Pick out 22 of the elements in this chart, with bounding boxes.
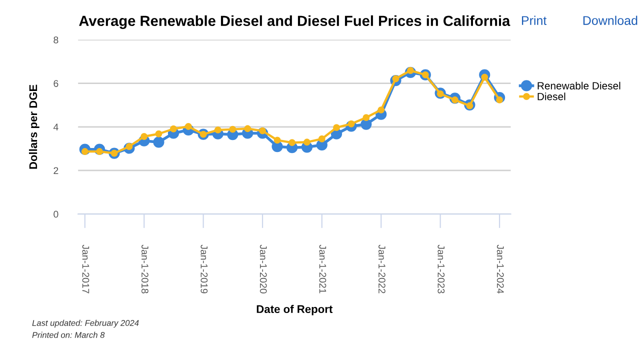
x-tick-label: Jan-1-2017 [82,244,90,294]
x-tick-label: Jan-1-2023 [438,244,445,294]
x-tick-label: Jan-1-2018 [141,244,148,294]
chart-title: Average Renewable Diesel and Diesel Fuel Prices in California [79,15,510,29]
x-tick-label: Jan-1-2022 [378,244,386,294]
text: Print [522,16,547,25]
text: Last updated: February 2024 [32,320,139,328]
x-tick-label: Jan-1-2019 [200,244,208,294]
y-axis-title: Dollars per DGE [28,84,40,169]
y-tick-label: 0 [54,210,58,218]
text: Download [583,16,638,25]
y-tick-label: 6 [54,80,58,87]
legend-label: Renewable Diesel [538,82,620,90]
legend-label: Diesel [538,92,566,100]
x-tick-label: Jan-1-2021 [319,244,326,294]
x-tick-label: Jan-1-2024 [496,244,504,294]
text: Printed on: March 8 [32,332,105,338]
y-tick-label: 2 [54,167,58,174]
x-tick-label: Jan-1-2020 [260,244,267,294]
y-tick-label: 8 [54,36,58,44]
y-tick-label: 4 [53,124,58,130]
x-axis-title: Date of Report [256,304,333,316]
